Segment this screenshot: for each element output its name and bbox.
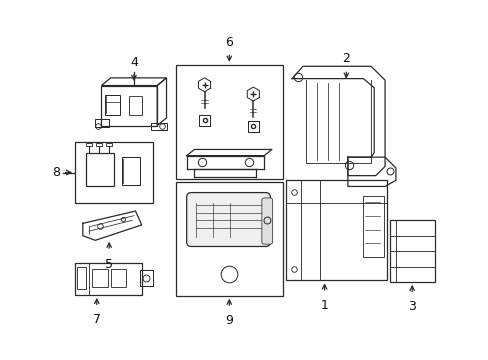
Bar (101, 86, 157, 126)
Bar (86, 153, 114, 186)
Bar (363, 195, 383, 257)
FancyBboxPatch shape (261, 198, 272, 244)
Bar (140, 270, 152, 286)
Bar (110, 269, 126, 287)
Bar (75, 263, 142, 295)
Bar (95, 120, 109, 127)
Text: 6: 6 (225, 36, 233, 49)
Text: 5: 5 (105, 258, 113, 271)
Text: 4: 4 (130, 55, 138, 69)
Bar (122, 157, 140, 185)
Bar (151, 122, 166, 130)
FancyBboxPatch shape (186, 193, 270, 247)
Text: 3: 3 (407, 300, 415, 313)
Text: 1: 1 (320, 299, 328, 312)
Bar (96, 143, 102, 147)
Bar (77, 267, 86, 289)
Bar (104, 95, 120, 115)
Bar (86, 143, 92, 147)
Text: 8: 8 (52, 166, 60, 179)
Text: 9: 9 (225, 314, 233, 327)
Bar (176, 65, 282, 179)
Bar (285, 180, 386, 280)
Bar (92, 269, 107, 287)
Bar (176, 182, 282, 296)
Text: 7: 7 (93, 314, 101, 327)
Bar (129, 96, 142, 115)
Bar (106, 143, 112, 147)
Text: 2: 2 (342, 52, 349, 65)
Bar (75, 142, 152, 203)
Bar (389, 220, 434, 282)
